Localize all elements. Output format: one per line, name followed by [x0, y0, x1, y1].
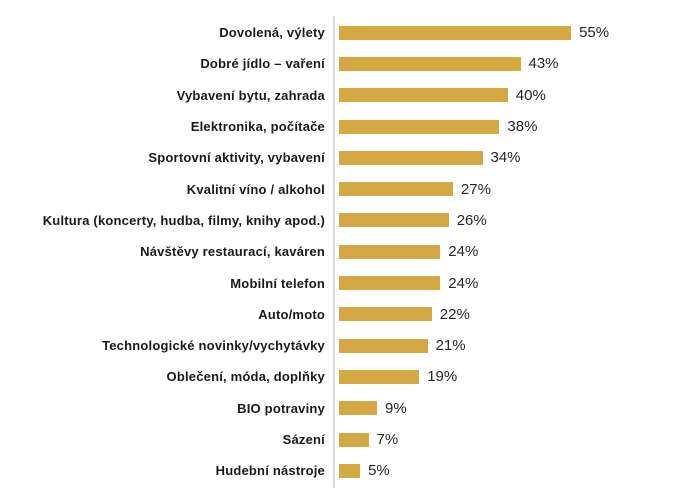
bar-plot-area: 40% [335, 80, 546, 111]
bar-row: BIO potraviny 9% [0, 393, 700, 424]
bar-row: Návštěvy restaurací, kaváren 24% [0, 236, 700, 267]
vertical-axis-line [333, 16, 335, 488]
bar [339, 244, 441, 259]
bar-row: Auto/moto 22% [0, 299, 700, 330]
category-label: Hudební nástroje [215, 463, 325, 479]
bar [339, 401, 377, 416]
bar-row: Sportovní aktivity, vybavení 34% [0, 142, 700, 173]
bar-plot-area: 5% [335, 455, 390, 486]
value-label: 19% [427, 368, 458, 386]
bar-plot-area: 24% [335, 267, 478, 298]
bar-plot-area: 21% [335, 330, 466, 361]
category-label: Dobré jídlo – vaření [200, 56, 325, 72]
bar-row: Technologické novinky/vychytávky 21% [0, 330, 700, 361]
bar-plot-area: 43% [335, 48, 559, 79]
bar-plot-area: 26% [335, 205, 487, 236]
bar-row: Vybavení bytu, zahrada 40% [0, 80, 700, 111]
value-label: 27% [460, 180, 491, 198]
bar-row: Elektronika, počítače 38% [0, 111, 700, 142]
value-label: 43% [528, 55, 559, 73]
bar [339, 56, 521, 71]
category-label: Auto/moto [258, 306, 325, 322]
value-label: 26% [456, 211, 487, 229]
bar-plot-area: 38% [335, 111, 537, 142]
bar-row: Kultura (koncerty, hudba, filmy, knihy a… [0, 205, 700, 236]
value-label: 24% [448, 274, 479, 292]
value-label: 21% [435, 337, 466, 355]
category-label: Sportovní aktivity, vybavení [148, 150, 325, 166]
bar-plot-area: 9% [335, 393, 407, 424]
bar-row: Kvalitní víno / alkohol 27% [0, 173, 700, 204]
bar [339, 119, 500, 134]
category-label: Kultura (koncerty, hudba, filmy, knihy a… [42, 212, 325, 228]
value-label: 38% [507, 118, 538, 136]
bar-row: Dobré jídlo – vaření 43% [0, 48, 700, 79]
bar [339, 276, 441, 291]
category-label: Mobilní telefon [230, 275, 325, 291]
bar-row: Sázení 7% [0, 424, 700, 455]
value-label: 34% [490, 149, 521, 167]
bar-row: Mobilní telefon 24% [0, 267, 700, 298]
bar [339, 25, 572, 40]
bar-row: Dovolená, výlety 55% [0, 17, 700, 48]
value-label: 7% [376, 431, 399, 448]
category-label: Oblečení, móda, doplňky [166, 369, 325, 385]
bar [339, 182, 453, 197]
bar-plot-area: 27% [335, 173, 491, 204]
chart-rows: Dovolená, výlety 55% Dobré jídlo – vařen… [0, 17, 700, 486]
value-label: 22% [439, 305, 470, 323]
category-label: Sázení [282, 432, 325, 447]
category-label: Dovolená, výlety [219, 25, 325, 41]
category-label: Návštěvy restaurací, kaváren [140, 244, 325, 260]
bar-plot-area: 55% [335, 17, 609, 48]
value-label: 9% [385, 399, 407, 417]
value-label: 24% [448, 243, 479, 261]
bar [339, 338, 428, 353]
value-label: 40% [515, 86, 546, 104]
bar-row: Hudební nástroje 5% [0, 455, 700, 486]
bar [339, 369, 420, 384]
value-label: 5% [368, 462, 390, 480]
category-label: Technologické novinky/vychytávky [102, 338, 325, 354]
bar-plot-area: 19% [335, 361, 457, 392]
category-label: BIO potraviny [237, 400, 325, 416]
bar [339, 463, 361, 478]
category-label: Elektronika, počítače [190, 119, 325, 135]
bar-plot-area: 34% [335, 142, 521, 173]
bar [339, 307, 432, 322]
category-label: Vybavení bytu, zahrada [176, 87, 325, 103]
bar-plot-area: 7% [335, 424, 398, 455]
bar-row: Oblečení, móda, doplňky 19% [0, 361, 700, 392]
bar [339, 88, 508, 103]
bar [339, 150, 483, 165]
bar [339, 213, 449, 228]
value-label: 55% [579, 24, 610, 42]
bar-plot-area: 24% [335, 236, 478, 267]
bar-plot-area: 22% [335, 299, 470, 330]
bar [339, 432, 369, 447]
category-label: Kvalitní víno / alkohol [186, 181, 325, 197]
